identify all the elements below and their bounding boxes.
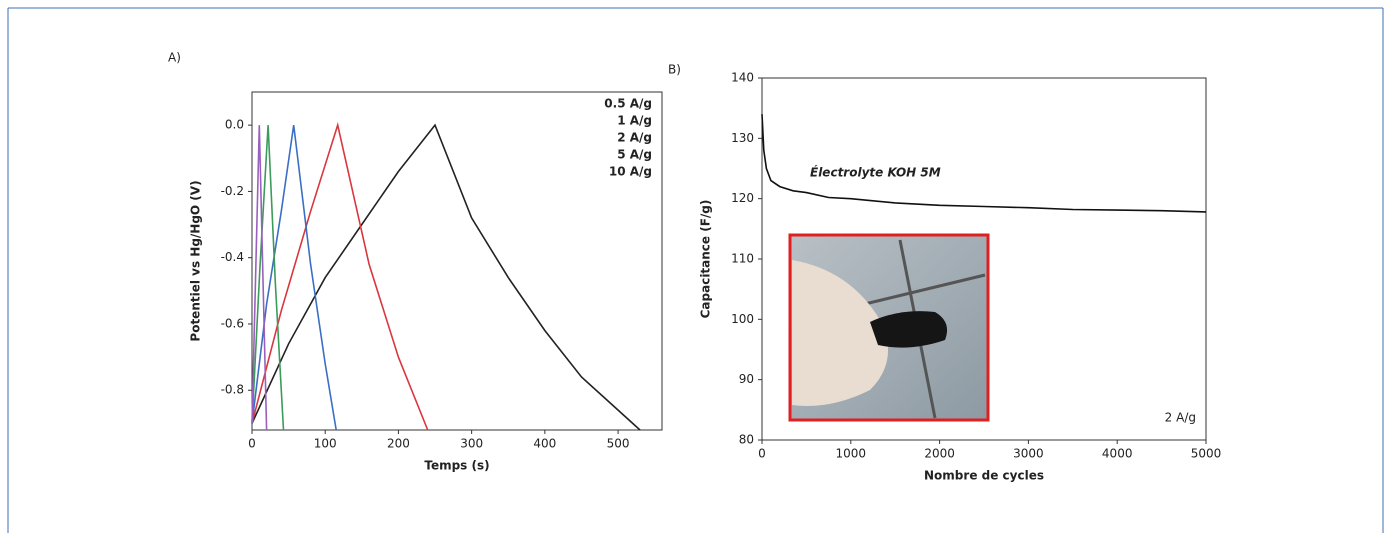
y-tick-label: -0.4	[221, 250, 244, 264]
x-tick-label: 5000	[1191, 447, 1222, 461]
x-tick-label: 0	[248, 437, 256, 451]
panel-label: A)	[168, 51, 181, 65]
y-axis-label: Capacitance (F/g)	[699, 200, 713, 319]
legend-entry: 10 A/g	[609, 165, 652, 179]
x-tick-label: 500	[607, 437, 630, 451]
y-tick-label: 80	[739, 433, 754, 447]
legend-entry: 5 A/g	[617, 148, 652, 162]
y-tick-label: -0.2	[221, 184, 244, 198]
annotation: Électrolyte KOH 5M	[810, 165, 941, 180]
y-tick-label: 90	[739, 372, 754, 386]
x-tick-label: 3000	[1013, 447, 1044, 461]
y-tick-label: 120	[731, 191, 754, 205]
data-line	[251, 125, 285, 431]
y-tick-label: 0.0	[225, 118, 244, 132]
y-tick-label: -0.8	[221, 383, 244, 397]
y-tick-label: 100	[731, 312, 754, 326]
x-tick-label: 0	[758, 447, 766, 461]
data-line	[761, 114, 1207, 213]
x-axis-label: Temps (s)	[424, 459, 489, 473]
data-line	[251, 124, 337, 431]
x-tick-label: 400	[533, 437, 556, 451]
x-tick-label: 200	[387, 437, 410, 451]
inset-photo	[788, 233, 990, 422]
legend-entry: 2 A/g	[617, 131, 652, 145]
x-tick-label: 1000	[836, 447, 867, 461]
x-tick-label: 4000	[1102, 447, 1133, 461]
data-line	[251, 122, 429, 431]
data-line	[251, 125, 268, 431]
plot-frame	[251, 91, 663, 431]
legend-entry: 1 A/g	[617, 114, 652, 128]
x-tick-label: 300	[460, 437, 483, 451]
panel-label: B)	[668, 63, 681, 77]
x-tick-label: 2000	[924, 447, 955, 461]
y-tick-label: 140	[731, 71, 754, 85]
y-axis-label: Potentiel vs Hg/HgO (V)	[189, 180, 203, 341]
y-tick-label: -0.6	[221, 316, 244, 330]
y-tick-label: 130	[731, 131, 754, 145]
x-tick-label: 100	[314, 437, 337, 451]
data-line	[251, 123, 641, 431]
legend-entry: 0.5 A/g	[604, 97, 652, 111]
x-axis-label: Nombre de cycles	[924, 469, 1044, 483]
y-tick-label: 110	[731, 252, 754, 266]
annotation: 2 A/g	[1165, 411, 1196, 425]
